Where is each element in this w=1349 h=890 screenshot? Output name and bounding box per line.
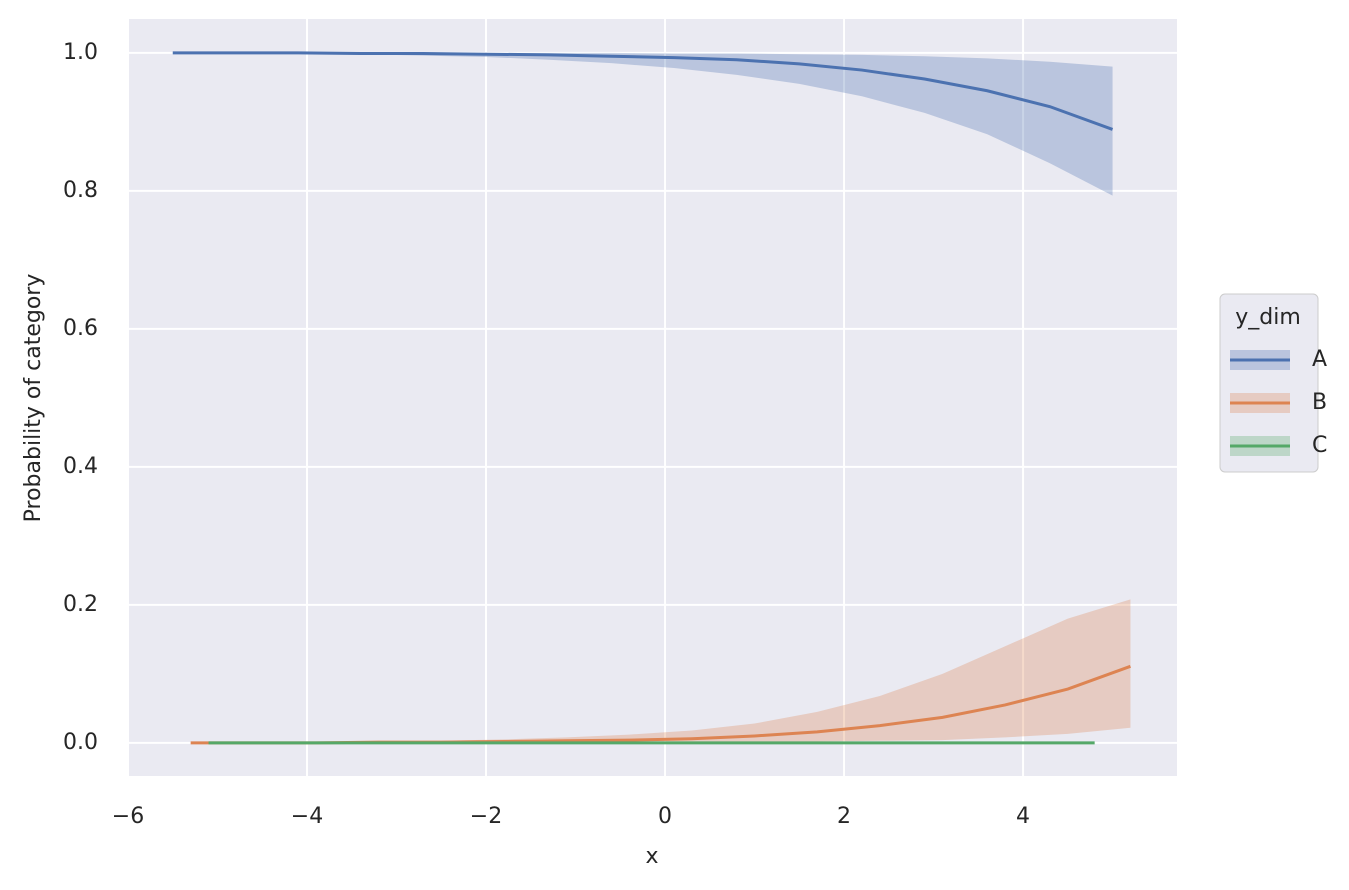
x-tick-label: 0: [658, 804, 672, 829]
y-tick-label: 1.0: [63, 40, 98, 65]
plot-area: [128, 19, 1177, 776]
grid: [127, 19, 1177, 776]
y-tick-label: 0.6: [63, 316, 98, 341]
line: [172, 51, 1114, 131]
legend-title: y_dim: [1235, 305, 1301, 330]
legend-label: C: [1312, 433, 1327, 458]
x-tick-label: −6: [112, 804, 144, 829]
x-tick-label: 2: [837, 804, 851, 829]
confidence-band: [190, 599, 1131, 743]
legend-label: B: [1312, 390, 1327, 415]
y-tick-label: 0.8: [63, 178, 98, 203]
marks: [172, 51, 1131, 745]
x-tick-label: −2: [470, 804, 502, 829]
y-tick-label: 0.2: [63, 592, 98, 617]
y-tick-label: 0.0: [63, 730, 98, 755]
y-tick-label: 0.4: [63, 454, 98, 479]
y-axis-label: Probability of category: [21, 274, 46, 523]
legend-box: [1219, 293, 1319, 473]
x-tick-label: −4: [291, 804, 323, 829]
confidence-band: [172, 52, 1113, 196]
legend-label: A: [1312, 347, 1327, 372]
x-tick-label: 4: [1016, 804, 1030, 829]
x-axis-label: x: [645, 844, 658, 869]
